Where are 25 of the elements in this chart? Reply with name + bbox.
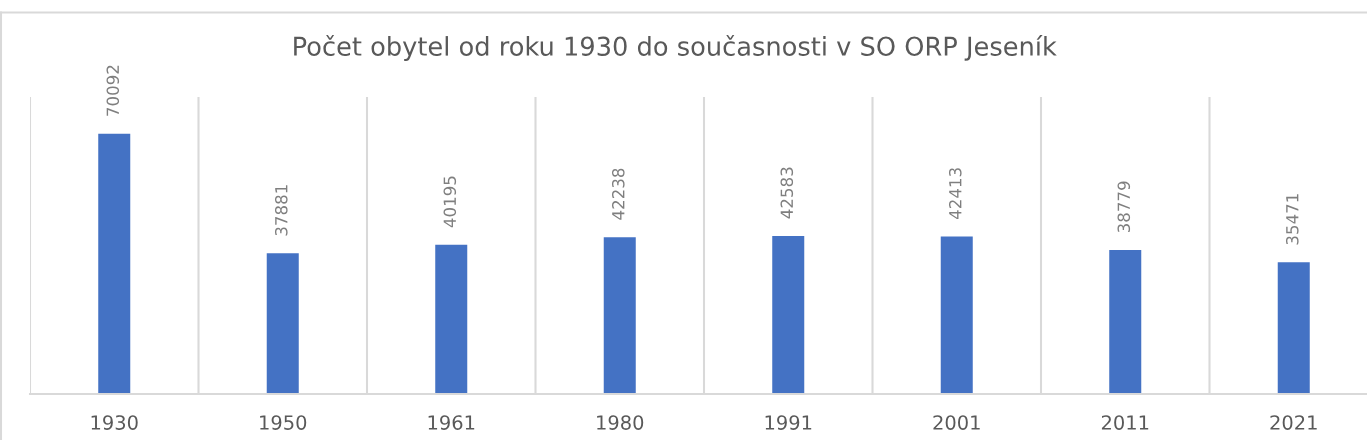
data-label: 40195	[443, 176, 457, 228]
bar	[1109, 250, 1142, 394]
data-label: 42238	[611, 168, 625, 220]
bar	[1277, 262, 1310, 394]
x-tick-label: 1950	[260, 415, 307, 430]
data-label: 42583	[780, 167, 794, 219]
bar	[772, 235, 805, 394]
bar	[435, 244, 468, 394]
x-tick-label: 2011	[1101, 415, 1149, 430]
bar	[266, 253, 299, 394]
data-label: 70092	[106, 65, 120, 116]
x-tick-label: 1930	[91, 415, 138, 430]
x-tick-label: 2021	[1270, 415, 1317, 430]
data-label: 35471	[1285, 194, 1299, 245]
data-label: 37881	[274, 185, 288, 236]
data-label: 38779	[1117, 181, 1131, 233]
x-tick-label: 2001	[933, 415, 980, 430]
chart-title: Počet obytel od roku 1930 do současnosti v SO ORP Jeseník	[294, 35, 1057, 61]
bar	[98, 133, 131, 394]
x-tick-label: 1991	[765, 415, 812, 430]
x-tick-label: 1961	[428, 415, 475, 430]
data-label: 42413	[948, 168, 962, 220]
bar	[940, 236, 973, 394]
bar	[603, 237, 636, 394]
x-tick-label: 1980	[597, 415, 644, 430]
